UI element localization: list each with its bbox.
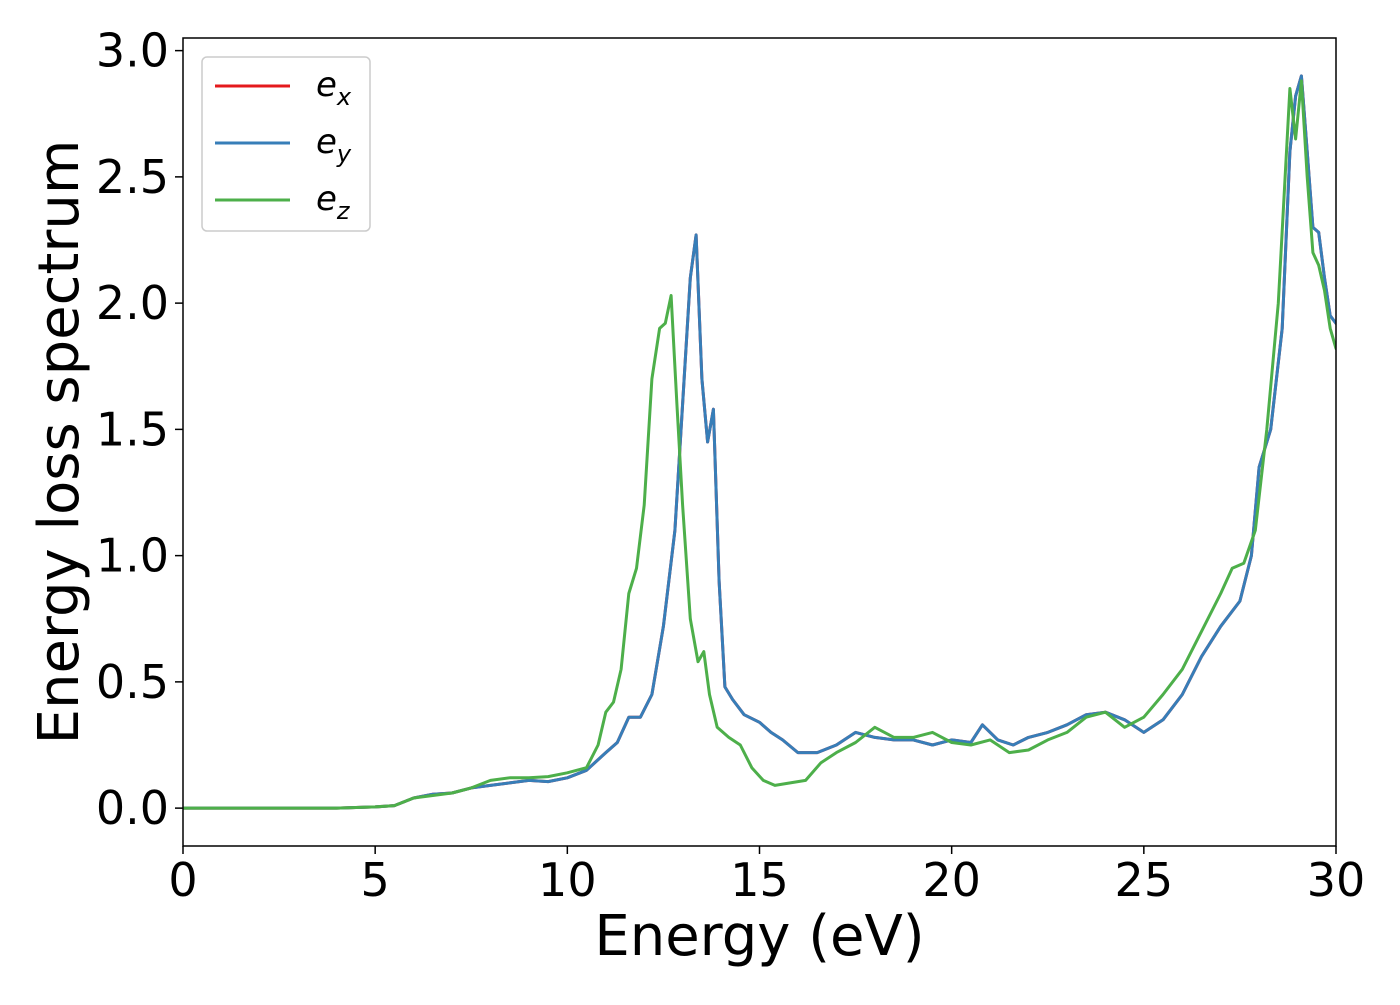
y-tick-label: 1.0 <box>96 529 169 583</box>
legend-label-ez: ez <box>316 179 351 225</box>
y-tick-label: 2.0 <box>96 276 169 330</box>
x-tick-label: 10 <box>538 853 597 907</box>
legend-label-ey: ey <box>316 122 352 168</box>
x-tick-label: 5 <box>361 853 390 907</box>
x-tick-label: 20 <box>922 853 981 907</box>
legend: ex ey ez <box>201 56 371 232</box>
series-line-ez <box>183 79 1336 810</box>
series-line-ey <box>183 74 1336 810</box>
x-tick-label: 0 <box>168 853 197 907</box>
y-tick-label: 1.5 <box>96 402 169 456</box>
y-tick-label: 0.5 <box>96 655 169 709</box>
x-tick-label: 15 <box>730 853 789 907</box>
legend-label-ex: ex <box>316 65 352 111</box>
y-axis-label: Energy loss spectrum <box>27 140 92 745</box>
x-axis-label: Energy (eV) <box>594 904 924 969</box>
x-tick-label: 25 <box>1115 853 1174 907</box>
x-tick-label: 30 <box>1307 853 1366 907</box>
y-tick-label: 3.0 <box>96 24 169 78</box>
y-tick-label: 0.0 <box>96 781 169 835</box>
y-tick-label: 2.5 <box>96 150 169 204</box>
